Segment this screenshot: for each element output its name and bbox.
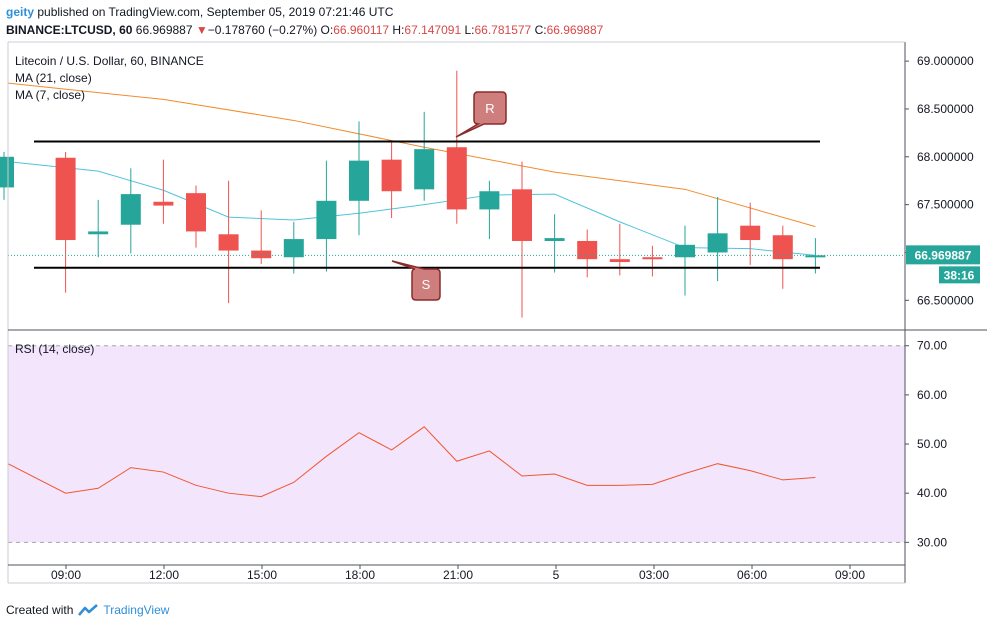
candle-body (772, 235, 793, 260)
time-tick-label: 09:00 (835, 568, 865, 582)
price-change: −0.178760 (−0.27%) (207, 23, 318, 37)
candle-body (740, 225, 761, 241)
symbol-line: BINANCE:LTCUSD, 60 (6, 23, 133, 37)
support-callout (391, 260, 441, 301)
ma21-legend[interactable]: MA (21, close) (15, 71, 92, 85)
candle-body (544, 238, 565, 241)
ma7-legend[interactable]: MA (7, close) (15, 88, 86, 102)
candle-body (186, 193, 206, 232)
ohlc-header: BINANCE:LTCUSD, 60 66.969887 ▼−0.178760 … (6, 23, 603, 37)
high-value: 67.147091 (404, 23, 462, 37)
candle-body (120, 194, 141, 225)
price-pane: RS (0, 70, 905, 318)
candle-body (316, 200, 337, 240)
time-tick-label: 15:00 (247, 568, 277, 582)
price-tick-label: 69.000000 (917, 54, 974, 68)
candle-body (251, 250, 272, 259)
rsi-band (8, 345, 905, 543)
resistance-callout (455, 91, 507, 138)
candle-body (512, 189, 532, 241)
candle-body (479, 191, 500, 210)
time-tick-label: 18:00 (345, 568, 375, 582)
candle-body (88, 231, 109, 235)
price-tick-label: 68.000000 (917, 150, 974, 164)
rsi-tick-label: 40.00 (917, 486, 947, 500)
rsi-tick-label: 50.00 (917, 437, 947, 451)
chart-title: Litecoin / U.S. Dollar, 60, BINANCE (15, 54, 204, 68)
time-tick-label: 5 (553, 568, 560, 582)
candle-body (642, 257, 663, 260)
price-tick-label: 66.500000 (917, 293, 974, 307)
footer: Created with TradingView (6, 603, 169, 617)
low-value: 66.781577 (474, 23, 532, 37)
low-label: L: (464, 23, 475, 37)
time-tick-label: 03:00 (639, 568, 669, 582)
resistance-callout-label: R (485, 101, 494, 116)
down-arrow-icon: ▼ (195, 23, 208, 37)
time-tick-label: 12:00 (149, 568, 179, 582)
countdown-badge (939, 266, 980, 284)
candle-body (609, 259, 630, 263)
last-price-badge (906, 245, 980, 265)
candle-body (675, 244, 695, 258)
candle-body (577, 240, 598, 260)
candle-body (218, 234, 239, 251)
candle-body (55, 157, 76, 241)
publisher-username[interactable]: geity (6, 5, 35, 19)
last-price-badge-label: 66.969887 (915, 248, 972, 262)
open-value: 66.960117 (333, 23, 390, 37)
rsi-line (7, 426, 816, 498)
candle-body (805, 255, 826, 258)
time-tick-label: 06:00 (737, 568, 767, 582)
rsi-tick-label: 60.00 (917, 388, 947, 402)
candle-body (349, 160, 369, 201)
tradingview-logo-icon (78, 604, 99, 616)
last-price: 66.969887 (135, 23, 193, 37)
candle-body (283, 239, 304, 258)
published-text: published on TradingView.com, September … (37, 5, 394, 19)
price-tick-label: 68.500000 (917, 102, 974, 116)
created-with-text: Created with (6, 603, 74, 617)
tradingview-brand[interactable]: TradingView (103, 603, 170, 617)
rsi-tick-label: 30.00 (917, 535, 947, 549)
candle-body (414, 149, 435, 190)
time-tick-label: 21:00 (443, 568, 473, 582)
candle-body (707, 233, 728, 253)
candle-body (446, 147, 467, 210)
rsi-legend[interactable]: RSI (14, close) (15, 342, 95, 356)
close-value: 66.969887 (546, 23, 604, 37)
time-tick-label: 09:00 (51, 568, 81, 582)
open-label: O: (320, 23, 334, 37)
publish-header: geity published on TradingView.com, Sept… (6, 5, 393, 19)
axes-layer: 66.50000067.00000067.50000068.00000068.5… (7, 41, 987, 584)
countdown-badge-label: 38:16 (944, 268, 975, 282)
close-label: C: (534, 23, 547, 37)
candle-body (381, 159, 402, 192)
support-callout-label: S (422, 277, 431, 292)
price-tick-label: 67.500000 (917, 198, 974, 212)
rsi-tick-label: 70.00 (917, 339, 947, 353)
candle-body (0, 156, 14, 188)
rsi-pane (7, 345, 905, 543)
high-label: H: (392, 23, 405, 37)
candle-body (153, 201, 174, 206)
